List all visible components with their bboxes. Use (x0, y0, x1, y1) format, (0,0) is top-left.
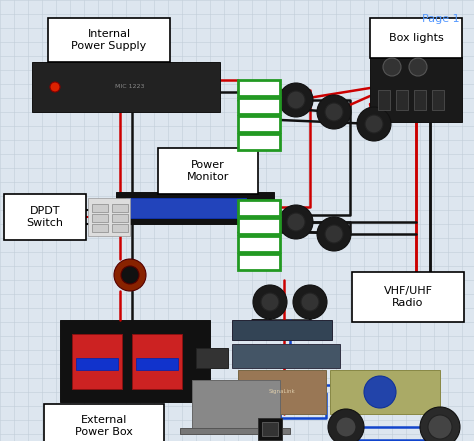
Bar (238, 80, 280, 96)
Circle shape (287, 91, 305, 109)
Bar (378, 90, 390, 110)
Bar (92, 214, 108, 222)
Bar (396, 90, 408, 110)
Bar (238, 134, 280, 150)
Bar (370, 57, 462, 122)
Text: Page 1: Page 1 (422, 14, 460, 24)
Bar (370, 18, 462, 58)
Bar (158, 148, 258, 194)
Bar (238, 98, 280, 114)
Bar (92, 224, 108, 232)
Bar (330, 370, 440, 414)
Text: Internal
Power Supply: Internal Power Supply (72, 29, 146, 51)
Bar (192, 380, 280, 430)
Bar (76, 358, 118, 370)
Bar (238, 370, 326, 414)
Bar (238, 218, 280, 234)
Circle shape (328, 409, 364, 441)
Text: VHF/UHF
Radio: VHF/UHF Radio (383, 286, 432, 308)
Bar (112, 214, 128, 222)
Bar (232, 344, 340, 368)
Bar (88, 198, 130, 236)
Circle shape (317, 217, 351, 251)
Bar (238, 200, 280, 216)
Circle shape (420, 407, 460, 441)
Circle shape (325, 225, 343, 243)
Text: Power
Monitor: Power Monitor (187, 160, 229, 182)
Bar (48, 18, 170, 62)
Circle shape (317, 95, 351, 129)
Bar (4, 194, 86, 240)
Bar (72, 334, 122, 389)
Text: External
Power Box: External Power Box (75, 415, 133, 437)
Bar (136, 358, 178, 370)
Bar (238, 236, 280, 252)
Bar (432, 90, 444, 110)
Circle shape (364, 376, 396, 408)
Circle shape (365, 115, 383, 133)
Bar (262, 422, 278, 436)
Bar (92, 204, 108, 212)
Circle shape (279, 205, 313, 239)
Circle shape (114, 259, 146, 291)
Text: SignaLink: SignaLink (269, 389, 295, 395)
Circle shape (50, 82, 60, 92)
Bar (32, 62, 220, 112)
Text: Box lights: Box lights (389, 33, 443, 43)
Text: MIC 1223: MIC 1223 (115, 85, 145, 90)
Bar (60, 320, 210, 402)
Circle shape (325, 103, 343, 121)
Circle shape (261, 293, 279, 311)
Circle shape (253, 285, 287, 319)
Bar (196, 348, 228, 368)
Circle shape (336, 417, 356, 437)
Bar (238, 254, 280, 270)
Circle shape (301, 293, 319, 311)
Bar (180, 428, 290, 434)
Circle shape (357, 107, 391, 141)
Circle shape (279, 83, 313, 117)
Bar (112, 204, 128, 212)
Bar (352, 272, 464, 322)
Bar (126, 198, 246, 218)
Bar (44, 404, 164, 441)
Bar (414, 90, 426, 110)
Circle shape (409, 58, 427, 76)
Bar (238, 116, 280, 132)
Bar (116, 192, 274, 224)
Circle shape (121, 266, 139, 284)
Bar (232, 320, 332, 340)
Circle shape (287, 213, 305, 231)
Text: DPDT
Switch: DPDT Switch (27, 206, 64, 228)
Circle shape (383, 58, 401, 76)
Bar (258, 418, 282, 440)
Circle shape (428, 415, 452, 439)
Bar (112, 224, 128, 232)
Circle shape (293, 285, 327, 319)
Bar (132, 334, 182, 389)
